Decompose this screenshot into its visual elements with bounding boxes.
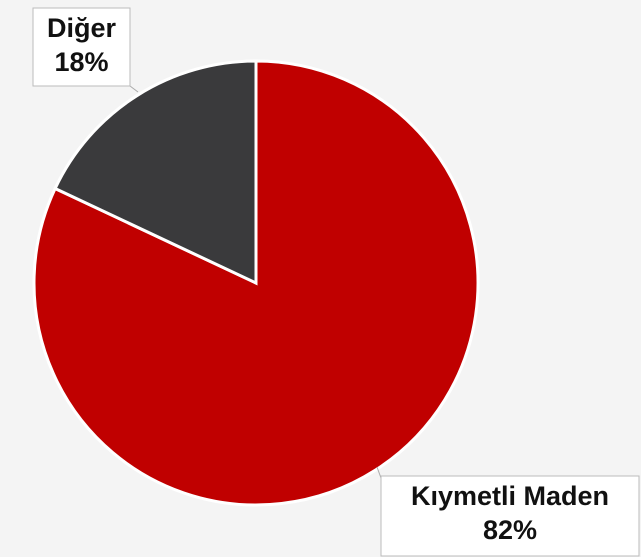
pie-slice: [53, 59, 258, 286]
label-box: [32, 7, 131, 87]
pie-slice: [32, 59, 480, 507]
leader-line: [129, 85, 139, 93]
value-label: 18%: [54, 47, 108, 77]
label-box: [380, 475, 640, 557]
category-label: Diğer: [47, 13, 117, 43]
category-label: Kıymetli Maden: [411, 481, 609, 511]
value-label: 82%: [483, 515, 537, 545]
leader-line: [376, 466, 382, 479]
